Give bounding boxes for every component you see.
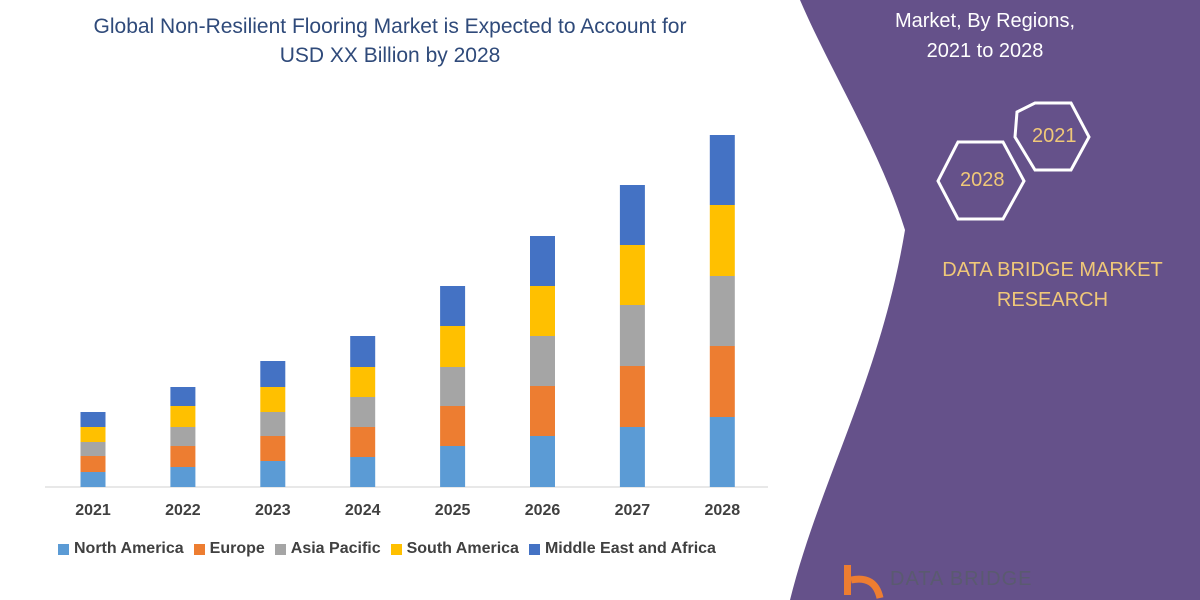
- bar-segment-2028-europe: [709, 346, 735, 417]
- bar-segment-2024-europe: [350, 427, 376, 457]
- legend-label: Europe: [209, 540, 265, 557]
- brand-text: DATA BRIDGE MARKET RESEARCH: [920, 255, 1185, 315]
- legend-item: Middle East and Africa: [528, 540, 716, 558]
- legend-label: Middle East and Africa: [544, 540, 716, 557]
- bars-group: [80, 135, 735, 487]
- bar-segment-2022-north-america: [170, 467, 196, 487]
- title-line-2: USD XX Billion by 2028: [279, 44, 501, 67]
- logo-text: DATA BRIDGE: [890, 568, 1033, 590]
- panel-title-line-1: Market, By Regions,: [894, 10, 1076, 32]
- bar-segment-2027-middle-east-and-africa: [619, 185, 645, 245]
- bar-segment-2025-south-america: [440, 326, 466, 367]
- bar-segment-2022-asia-pacific: [170, 427, 196, 446]
- brand-line-2: RESEARCH: [996, 289, 1109, 311]
- legend-swatch: [193, 543, 205, 555]
- bar-segment-2024-north-america: [350, 457, 376, 487]
- bar-segment-2028-asia-pacific: [709, 276, 735, 346]
- legend-item: Asia Pacific: [274, 540, 381, 558]
- brand-line-1: DATA BRIDGE MARKET: [942, 259, 1163, 281]
- bar-segment-2024-middle-east-and-africa: [350, 336, 376, 367]
- legend-item: Europe: [193, 540, 265, 558]
- title-line-1: Global Non-Resilient Flooring Market is …: [93, 15, 687, 38]
- legend-swatch: [390, 543, 402, 555]
- bar-segment-2025-europe: [440, 406, 466, 446]
- bar-segment-2025-north-america: [440, 446, 466, 487]
- bar-segment-2023-middle-east-and-africa: [260, 361, 286, 387]
- logo-icon: [844, 565, 884, 599]
- hex-label-2028: 2028: [960, 169, 1005, 191]
- bar-segment-2021-north-america: [80, 472, 106, 487]
- bar-segment-2024-south-america: [350, 367, 376, 397]
- bar-segment-2026-middle-east-and-africa: [530, 236, 555, 286]
- bar-segment-2026-europe: [530, 386, 555, 436]
- x-tick-label: 2026: [524, 502, 561, 519]
- legend-label: North America: [74, 540, 184, 557]
- bar-segment-2026-south-america: [530, 286, 555, 336]
- bar-segment-2023-north-america: [260, 461, 286, 487]
- bar-segment-2028-south-america: [709, 205, 735, 276]
- bar-segment-2027-europe: [619, 366, 645, 427]
- legend-item: North America: [58, 540, 184, 558]
- x-tick-label: 2025: [434, 502, 471, 519]
- bar-segment-2022-south-america: [170, 406, 196, 427]
- bar-segment-2021-asia-pacific: [80, 442, 106, 456]
- bar-segment-2027-south-america: [619, 245, 645, 305]
- chart-title: Global Non-Resilient Flooring Market is …: [40, 12, 740, 70]
- bar-segment-2021-south-america: [80, 427, 106, 442]
- legend-swatch: [58, 543, 69, 555]
- bar-segment-2025-asia-pacific: [440, 367, 466, 406]
- bar-segment-2028-north-america: [709, 417, 735, 487]
- bar-segment-2021-europe: [80, 456, 106, 472]
- x-tick-label: 2024: [344, 502, 381, 519]
- hex-label-2021: 2021: [1032, 125, 1077, 147]
- bar-segment-2024-asia-pacific: [350, 397, 376, 427]
- legend-swatch: [528, 543, 540, 555]
- bar-segment-2028-middle-east-and-africa: [709, 135, 735, 205]
- bar-segment-2023-europe: [260, 436, 286, 461]
- hexagon-2021: [1013, 101, 1091, 172]
- hexagon-2028: [936, 140, 1026, 221]
- bar-segment-2025-middle-east-and-africa: [440, 286, 466, 326]
- bar-segment-2026-asia-pacific: [530, 336, 555, 386]
- legend-label: South America: [406, 540, 519, 557]
- bar-segment-2022-europe: [170, 446, 196, 467]
- bar-segment-2027-north-america: [619, 427, 645, 487]
- bar-segment-2026-north-america: [530, 436, 555, 487]
- purple-panel: [790, 0, 1200, 600]
- bar-segment-2023-south-america: [260, 387, 286, 412]
- x-tick-label: 2028: [704, 502, 741, 519]
- bar-segment-2027-asia-pacific: [619, 305, 645, 366]
- legend-label: Asia Pacific: [290, 540, 381, 557]
- x-tick-label: 2021: [75, 502, 111, 519]
- bar-segment-2021-middle-east-and-africa: [80, 412, 106, 427]
- panel-title-line-2: 2021 to 2028: [926, 40, 1044, 62]
- x-tick-label: 2022: [165, 502, 201, 519]
- x-tick-label: 2027: [614, 502, 651, 519]
- x-tick-label: 2023: [255, 502, 291, 519]
- legend-swatch: [274, 543, 286, 555]
- legend: North America Europe Asia Pacific South Ame…: [58, 540, 716, 558]
- bar-segment-2023-asia-pacific: [260, 412, 286, 436]
- bar-segment-2022-middle-east-and-africa: [170, 387, 196, 406]
- panel-title: Market, By Regions, 2021 to 2028: [870, 6, 1100, 66]
- legend-item: South America: [390, 540, 519, 558]
